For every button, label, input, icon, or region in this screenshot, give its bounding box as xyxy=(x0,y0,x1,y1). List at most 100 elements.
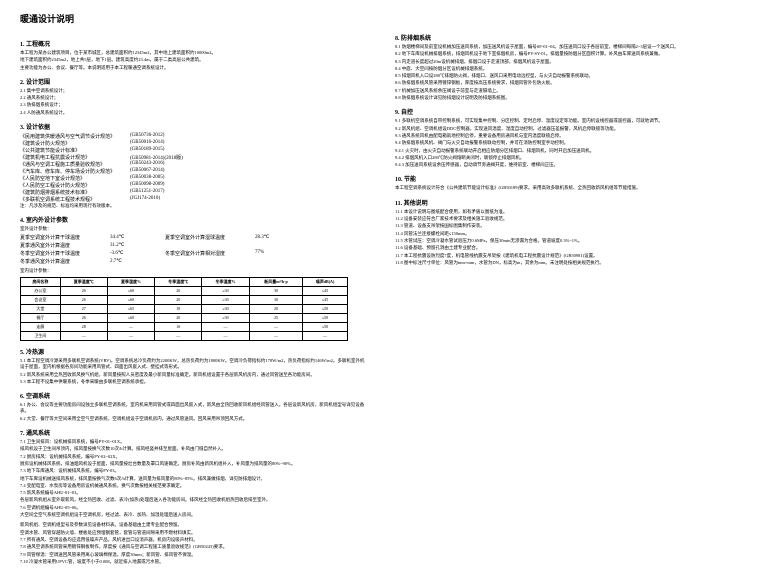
spec-code: (GB50098-2009) xyxy=(130,182,200,189)
s3-note: 注：凡涉及的规范、标准均采用现行有效版本。 xyxy=(20,203,365,209)
page-content: 1. 工程概况 本工程为某办公建筑项目，位于某市城区，总建筑面积约12345m2… xyxy=(20,33,740,573)
text-line: 9.4.3 加压送风系统设余压传感器，自动调节旁通阀开度，维持前室、楼梯间正压。 xyxy=(395,162,740,168)
text-line: 5.2 新风系统采用全热回收新风换气机组，新风量按照人员密度及最小新风量标准确定… xyxy=(20,372,365,378)
text-line: 本工程空调系统设计符合《公共建筑节能设计标准》(GB50189)要求。采用高效多… xyxy=(395,185,740,191)
text-line: 9.4.1 火灾时，由火灾自动报警系统联动开启相应防烟分区排烟口、排烟风机，同时… xyxy=(395,148,740,154)
spec-code: (GB50016-2014) xyxy=(130,140,200,147)
param-row: 冬季空调室外计算干球温度-3.6℃冬季空调室外计算相对湿度77% xyxy=(20,250,365,257)
spec-row: 《民用建筑供暖通风与空气调节设计规范》(GB50736-2012) xyxy=(20,133,365,140)
spec-label: 《人民防空地下室设计规范》 xyxy=(20,175,130,182)
text-line: 11.3 管道、设备支吊架按国标图集制作安装。 xyxy=(395,223,740,229)
spec-row: 《建筑机电工程抗震设计规范》(GB50981-2014)(2018版) xyxy=(20,154,365,161)
text-line: 9.3 通风系统风机由配电箱就地控制启停，重要设备用房通风机与室内温度联锁启停。 xyxy=(395,133,740,139)
s9-heading: 9. 自控 xyxy=(395,107,740,116)
text-line: 8.3 内走道长度超过20m设机械排烟，排烟口设于走道顶部，排烟风机设于屋面。 xyxy=(395,59,740,65)
table-row: 会议室26≤6020≥3030≤45 xyxy=(21,295,348,304)
text-line: 2.4 人防通风系统设计。 xyxy=(20,110,365,116)
spec-code: (GB50981-2014)(2018版) xyxy=(130,154,200,161)
text-line: 7.9 风管保温：空调送回风管采用离心玻璃棉保温，厚度30mm；新风管、排风管不… xyxy=(20,552,365,558)
spec-row: 《人民防空工程设计防火规范》(GB50098-2009) xyxy=(20,182,365,189)
s11-heading: 11. 其他说明 xyxy=(395,198,740,207)
text-line: 7.6 空调机组编号AHU-05~06。 xyxy=(20,505,365,511)
text-line: 7.2 厨房排风：设机械排风系统，编号PY-02~02X。 xyxy=(20,454,365,460)
text-line: 9.1 多联机空调系统自带控制系统，可实现集中控制、分区控制、定时启停、温度设定… xyxy=(395,118,740,124)
spec-code: (GB50067-2014) xyxy=(130,168,200,175)
s8-heading: 8. 防排烟系统 xyxy=(395,33,740,42)
text-line: 地下车库设机械送排风系统，排风量按换气次数6次/h计算，送风量为排风量的80%~… xyxy=(20,476,365,482)
text-line: 7.8 通风空调系统风管采用镀锌钢板制作，厚度按《通风与空调工程施工质量验收规范… xyxy=(20,544,365,550)
table-header: 新风量m³/h·p xyxy=(249,277,303,286)
text-line: 7.7 所有通风、空调设备均应选用低噪声产品，风机进出口设消声器，机房内设吸声材… xyxy=(20,537,365,543)
table-row: 办公室26≤6020≥3030≤45 xyxy=(21,286,348,295)
text-line: 7.3 地下车库通风：设机械排风系统，编号PY-03。 xyxy=(20,468,365,474)
spec-label: 《建筑机电工程抗震设计规范》 xyxy=(20,154,130,161)
text-line: 7.10 冷凝水管采用UPVC管，坡度不小于0.008，就近排入地漏或污水管。 xyxy=(20,559,365,565)
text-line: 大空间全空气系统空调机组设于空调机房，经过滤、表冷、加热、加湿处理后送入房间。 xyxy=(20,512,365,518)
table-header: 房间名称 xyxy=(21,277,61,286)
s1-heading: 1. 工程概况 xyxy=(20,39,365,48)
text-line: 6.2 大堂、餐厅等大空间采用全空气空调系统，空调机组设于空调机房内，通过风管送… xyxy=(20,416,365,422)
table-row: 卫生间—————— xyxy=(21,331,348,340)
spec-code: (GB50243-2016) xyxy=(130,161,200,168)
text-line: 主要功能为办公、会议、餐厅等。本说明适用于本工程暖通空调系统设计。 xyxy=(20,65,365,71)
spec-label: 《建筑防烟排烟系统技术标准》 xyxy=(20,189,130,196)
doc-title: 暖通设计说明 xyxy=(20,12,740,25)
spec-label: 《建筑设计防火规范》 xyxy=(20,140,130,147)
spec-label: 《民用建筑供暖通风与空气调节设计规范》 xyxy=(20,133,130,140)
param-row: 冬季通风室外计算温度2.7℃ xyxy=(20,258,365,265)
text-line: 11.8 图中标注尺寸单位：风管为mm×mm，水管为DN，标高为m，其余为mm。… xyxy=(395,260,740,266)
text-line: 空调水管、风管穿越防火墙、楼板处应预埋钢套管，套管与管道间隙采用不燃材料填实。 xyxy=(20,530,365,536)
spec-row: 《建筑设计防火规范》(GB50016-2014) xyxy=(20,140,365,147)
table-header: 夏季温度℃ xyxy=(60,277,107,286)
spec-row: 《通风与空调工程施工质量验收规范》(GB50243-2016) xyxy=(20,161,365,168)
table-header: 冬季温度℃ xyxy=(155,277,202,286)
spec-label: 《通风与空调工程施工质量验收规范》 xyxy=(20,161,130,168)
spec-code: (GB50189-2015) xyxy=(130,147,200,154)
text-line: 厨房设机械排风系统，排油烟风机设于屋面，排风量按灶台数量及罩口风速确定。厨房补风… xyxy=(20,461,365,467)
spec-row: 《人民防空地下室设计规范》(GB50038-2005) xyxy=(20,175,365,182)
text-line: 11.2 设备安装应符合厂家技术要求及相关施工验收规范。 xyxy=(395,216,740,222)
s10-heading: 10. 节能 xyxy=(395,174,740,183)
table-row: 走廊28—16——≤50 xyxy=(21,322,348,331)
text-line: 2.3 防排烟系统设计； xyxy=(20,102,365,108)
text-line: 9.4.2 排烟风机入口280℃防火阀熔断关闭时，联锁停止排烟风机。 xyxy=(395,155,740,161)
s4-sub1: 室外设计参数： xyxy=(20,226,365,232)
param-row: 夏季空调室外计算干球温度34.4℃夏季空调室外计算湿球温度28.3℃ xyxy=(20,234,365,241)
text-line: 2.1 集中空调系统设计； xyxy=(20,88,365,94)
text-line: 新风机组、空调机组型号及参数详见设备材料表。设备基础由土建专业配合预留。 xyxy=(20,522,365,528)
spec-label: 《汽车库、修车库、停车场设计防火规范》 xyxy=(20,168,130,175)
s5-heading: 5. 冷热源 xyxy=(20,347,365,356)
text-line: 11.5 水管试压：空调冷凝水管试验压力0.6MPa，保压30min无渗漏为合格… xyxy=(395,238,740,244)
table-header: 夏季湿度% xyxy=(107,277,154,286)
text-line: 9.2 新风机组、空调机组设DDC控制器，实现送风温度、湿度自动控制，过滤器压差… xyxy=(395,126,740,132)
spec-row: 《建筑防烟排烟系统技术标准》(GB51251-2017) xyxy=(20,189,365,196)
table-header: 噪声dB(A) xyxy=(303,277,347,286)
spec-label: 《公共建筑节能设计标准》 xyxy=(20,147,130,154)
text-line: 各层新风机组从室外取新风，经全热回收、过滤、表冷(加热)处理后送入各功能房间。排… xyxy=(20,497,365,503)
text-line: 8.4 中庭、大空间按防烟分区设机械排烟系统。 xyxy=(395,66,740,72)
text-line: 11.4 风管法兰连接螺栓间距≤150mm。 xyxy=(395,231,740,237)
text-line: 本工程为某办公建筑项目，位于某市城区，总建筑面积约12345m2，其中地上建筑面… xyxy=(20,50,365,56)
text-line: 11.7 本工程抗震设防烈度7度，机电管线抗震支吊架按《建筑机电工程抗震设计规范… xyxy=(395,253,740,259)
s3-heading: 3. 设计依据 xyxy=(20,122,365,131)
table-row: 餐厅26≤6020≥3025≤50 xyxy=(21,313,348,322)
table-header: 冬季湿度% xyxy=(202,277,249,286)
spec-row: 《汽车库、修车库、停车场设计防火规范》(GB50067-2014) xyxy=(20,168,365,175)
spec-code: (GB50736-2012) xyxy=(130,133,200,140)
s7-heading: 7. 通风系统 xyxy=(20,428,365,437)
param-row: 夏季通风室外计算温度31.2℃ xyxy=(20,242,365,249)
spec-code: (GB50038-2005) xyxy=(130,175,200,182)
spec-code: (JGJ174-2010) xyxy=(130,196,200,203)
table-row: 大堂27≤6518≥3020≤50 xyxy=(21,304,348,313)
text-line: 排风机设于卫生间吊顶内，排风量按换气次数10次/h计算。排风经竖井排至屋面。补风… xyxy=(20,446,365,452)
text-line: 7.1 卫生间排风：设机械排风系统，编号PY-01~01X。 xyxy=(20,439,365,445)
text-line: 11.1 本设计说明与图纸配合使用，如有矛盾以图纸为准。 xyxy=(395,209,740,215)
text-line: 8.1 防烟楼梯间及前室设机械加压送风系统，加压送风机设于屋面，编号SF-01~… xyxy=(395,44,740,50)
text-line: 5.3 本工程不设集中供暖系统，冬季采暖由多联机空调系统承担。 xyxy=(20,379,365,385)
text-line: 8.5 排烟风机入口设280℃排烟防火阀，排烟口、送风口采用电动远控型，与火灾自… xyxy=(395,73,740,79)
text-line: 8.2 地下车库设机械排烟系统，排烟风机设于地下室排烟机房，编号PY-SY-01… xyxy=(395,51,740,57)
spec-code: (GB51251-2017) xyxy=(130,189,200,196)
text-line: 8.7 机械加压送风系统余压阀设于前室与走道隔墙上。 xyxy=(395,88,740,94)
text-line: 11.6 设备基础、预留孔洞由土建专业配合。 xyxy=(395,245,740,251)
text-line: 6.1 办公、会议等主要功能房间设独立多联机空调系统，室内机采用风管式或四面出风… xyxy=(20,402,365,415)
